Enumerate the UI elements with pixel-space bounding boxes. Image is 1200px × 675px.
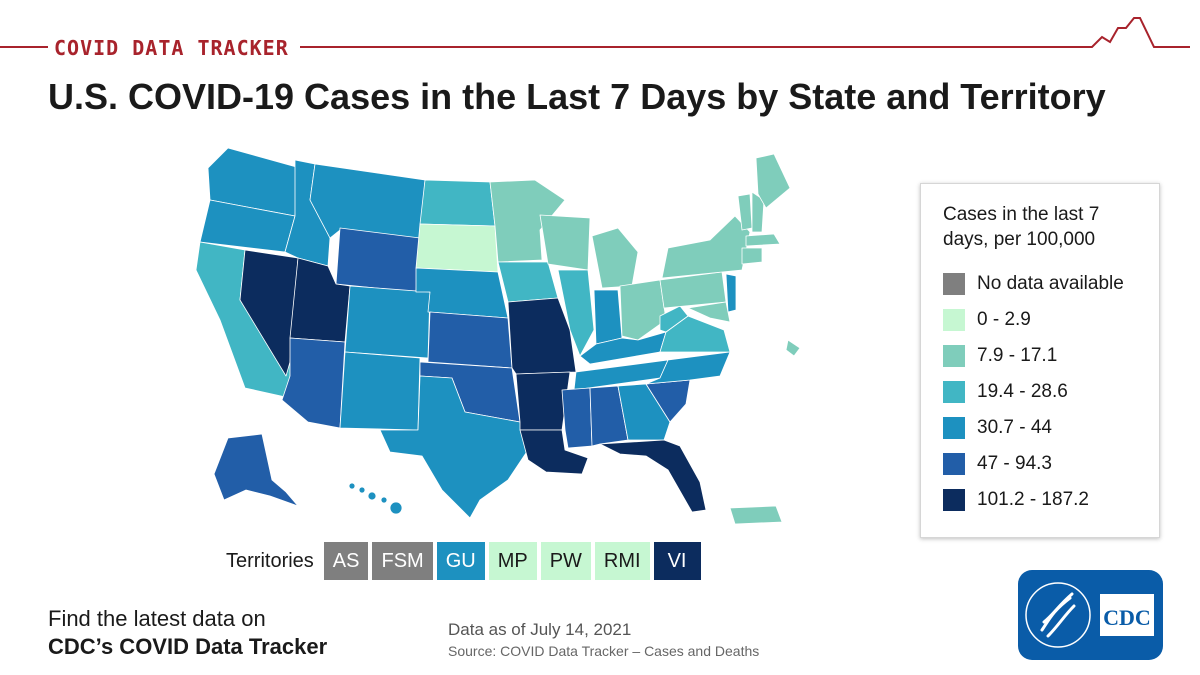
state-nm <box>339 351 421 431</box>
legend-label: 101.2 - 187.2 <box>977 489 1089 510</box>
legend-label: 47 - 94.3 <box>977 453 1052 474</box>
map-legend: Cases in the last 7 days, per 100,000 No… <box>920 183 1160 538</box>
state-wi <box>539 214 591 271</box>
legend-swatch <box>943 273 965 295</box>
state-sd <box>415 223 499 273</box>
legend-item: 30.7 - 44 <box>943 410 1159 446</box>
legend-item: 101.2 - 187.2 <box>943 482 1159 518</box>
state-ny <box>661 215 751 279</box>
territory-pr <box>729 505 783 525</box>
legend-item: 19.4 - 28.6 <box>943 374 1159 410</box>
legend-label: 7.9 - 17.1 <box>977 345 1058 366</box>
state-mt <box>309 163 426 241</box>
banner-rule-left <box>0 46 48 48</box>
trend-line-icon <box>1080 17 1190 48</box>
state-me <box>755 153 791 209</box>
state-az <box>281 337 346 429</box>
state-ky <box>579 331 667 365</box>
page-title: U.S. COVID-19 Cases in the Last 7 Days b… <box>48 76 1106 117</box>
state-ma <box>745 233 781 247</box>
legend-swatch <box>943 417 965 439</box>
state-ia <box>497 261 559 303</box>
state-ri-small <box>785 339 801 357</box>
state-al <box>589 385 629 447</box>
territory-pw: PW <box>540 542 591 580</box>
state-oh <box>619 279 667 341</box>
state-mn <box>489 179 566 263</box>
legend-item: 47 - 94.3 <box>943 446 1159 482</box>
state-tx <box>379 375 529 519</box>
legend-swatch <box>943 309 965 331</box>
state-il <box>557 269 595 357</box>
legend-swatch <box>943 381 965 403</box>
legend-label: 0 - 2.9 <box>977 309 1031 330</box>
territory-vi: VI <box>653 542 701 580</box>
legend-swatch <box>943 345 965 367</box>
cdc-logo: CDC <box>1018 570 1163 660</box>
territory-gu: GU <box>436 542 485 580</box>
state-ne <box>415 267 509 319</box>
territories-row: Territories AS FSM GU MP PW RMI VI <box>226 542 705 580</box>
state-va <box>659 315 731 353</box>
state-ks <box>427 311 513 369</box>
legend-item: No data available <box>943 266 1159 302</box>
state-ga <box>617 383 671 441</box>
state-mi <box>591 227 639 289</box>
state-ct <box>741 247 763 265</box>
state-md <box>687 301 731 323</box>
legend-title: Cases in the last 7 days, per 100,000 <box>943 204 1100 250</box>
cta-line-1: Find the latest data on <box>48 606 266 631</box>
cdc-logo-text: CDC <box>1103 605 1151 630</box>
legend-item: 7.9 - 17.1 <box>943 338 1159 374</box>
legend-swatch <box>943 453 965 475</box>
state-wy <box>335 227 421 293</box>
legend-swatch <box>943 489 965 511</box>
state-ms <box>561 387 593 449</box>
legend-item: 0 - 2.9 <box>943 302 1159 338</box>
state-nv <box>239 249 299 377</box>
hhs-eagle-icon: CDC <box>1025 582 1154 648</box>
cta-line-2[interactable]: CDC’s COVID Data Tracker <box>48 634 328 659</box>
state-ar <box>515 371 571 431</box>
state-in <box>593 289 623 345</box>
territory-fsm: FSM <box>372 542 433 580</box>
legend-label: 30.7 - 44 <box>977 417 1052 438</box>
state-nd <box>419 179 496 227</box>
territory-rmi: RMI <box>594 542 650 580</box>
territory-mp: MP <box>488 542 537 580</box>
state-wv <box>659 305 689 333</box>
state-nj <box>725 273 737 313</box>
state-ak <box>213 433 299 507</box>
banner-label: COVID DATA TRACKER <box>48 36 295 60</box>
data-as-of: Data as of July 14, 2021 <box>448 620 632 639</box>
source-note: Source: COVID Data Tracker – Cases and D… <box>448 643 760 659</box>
territory-as: AS <box>323 542 369 580</box>
state-hi <box>348 482 403 515</box>
state-co <box>344 285 431 359</box>
legend-label: No data available <box>977 273 1124 294</box>
legend-label: 19.4 - 28.6 <box>977 381 1068 402</box>
state-fl <box>599 439 707 513</box>
state-la <box>519 429 589 475</box>
banner-rule-right <box>300 46 1090 48</box>
us-state-map <box>195 147 801 525</box>
territories-label: Territories <box>226 549 314 572</box>
